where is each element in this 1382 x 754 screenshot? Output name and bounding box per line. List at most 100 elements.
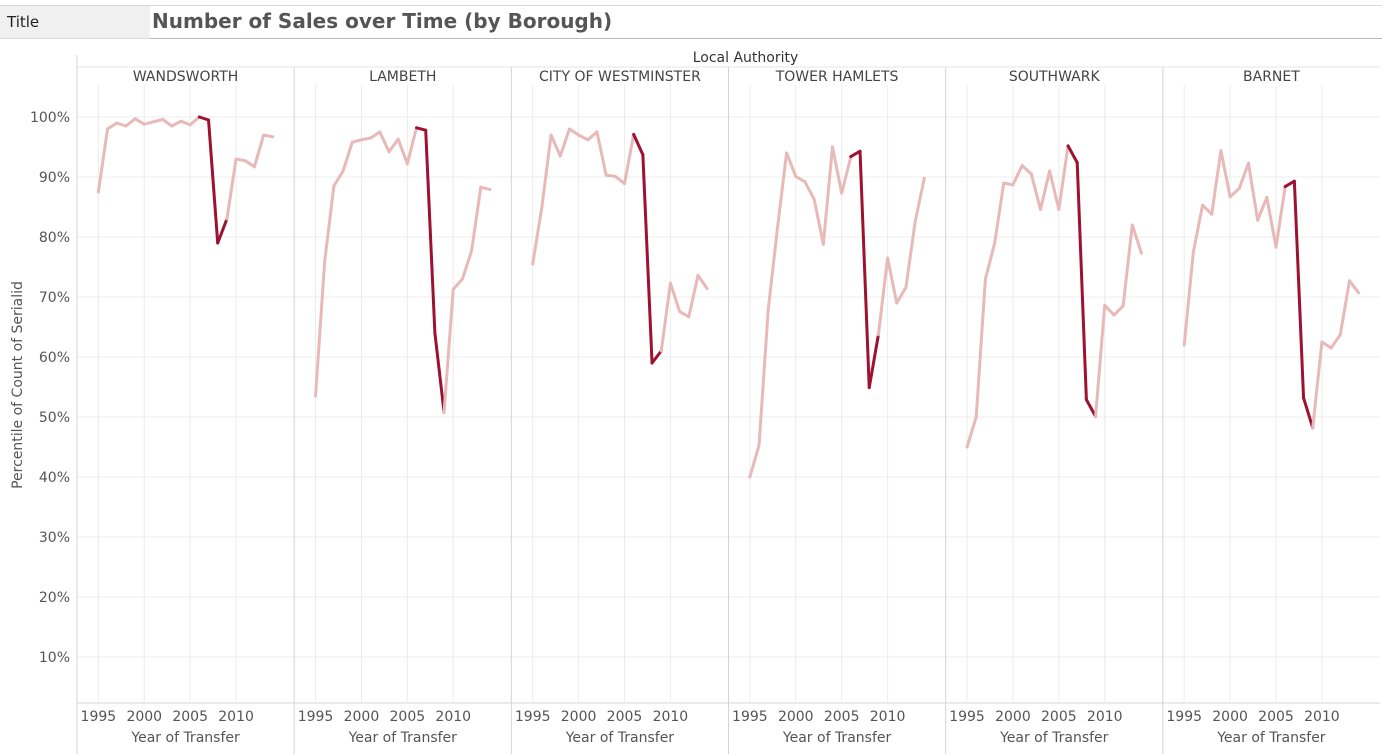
series-segment xyxy=(1002,181,1015,187)
x-tick-label: 2005 xyxy=(607,709,643,725)
title-bar: Title Number of Sales over Time (by Boro… xyxy=(0,0,1382,39)
series-segment xyxy=(1311,340,1324,430)
x-tick-label: 1995 xyxy=(732,709,768,725)
series-segment xyxy=(641,153,654,365)
x-axis-title: Year of Transfer xyxy=(1216,730,1326,746)
series-segment xyxy=(1265,195,1278,249)
series-segment xyxy=(678,309,691,319)
x-tick-label: 1995 xyxy=(298,709,334,725)
x-tick-label: 2005 xyxy=(1041,709,1077,725)
series-segment xyxy=(794,174,807,184)
series-segment xyxy=(341,140,354,173)
panel-header: TOWER HAMLETS xyxy=(775,69,899,85)
x-tick-label: 2000 xyxy=(126,709,162,725)
series-segment xyxy=(1274,185,1287,249)
series-segment xyxy=(1256,195,1269,222)
x-tick-label: 2010 xyxy=(218,709,254,725)
x-axis-title: Year of Transfer xyxy=(348,730,458,746)
series-segment xyxy=(1103,303,1116,317)
series-segment xyxy=(1219,149,1232,199)
series-segment xyxy=(151,117,165,124)
series-segment xyxy=(650,349,663,365)
series-segment xyxy=(225,157,238,221)
series-segment xyxy=(142,120,155,126)
series-segment xyxy=(216,217,229,245)
series-segment xyxy=(387,137,400,154)
series-segment xyxy=(577,133,590,142)
series-segment xyxy=(1347,279,1361,295)
series-segment xyxy=(531,205,544,266)
series-segment xyxy=(252,133,266,169)
panel-header: SOUTHWARK xyxy=(1009,69,1101,85)
series-segment xyxy=(623,132,636,186)
x-axis-title: Year of Transfer xyxy=(999,730,1109,746)
series-segment xyxy=(1302,396,1315,430)
series-segment xyxy=(1038,169,1052,211)
x-tick-label: 2005 xyxy=(390,709,426,725)
series-segment xyxy=(314,259,327,398)
series-segment xyxy=(1292,179,1306,400)
y-tick-label: 60% xyxy=(39,350,70,366)
series-segment xyxy=(913,176,926,224)
series-segment xyxy=(812,197,825,246)
y-tick-label: 20% xyxy=(39,590,70,606)
y-axis-title: Percentile of Count of Serialid xyxy=(10,281,26,489)
series-segment xyxy=(433,331,446,414)
series-segment xyxy=(613,174,627,186)
x-tick-label: 2010 xyxy=(435,709,471,725)
x-tick-label: 1995 xyxy=(949,709,985,725)
y-tick-label: 30% xyxy=(39,530,70,546)
series-segment xyxy=(1237,161,1250,190)
series-segment xyxy=(133,117,146,126)
y-tick-label: 50% xyxy=(39,410,70,426)
series-segment xyxy=(207,118,220,245)
series-segment xyxy=(479,185,492,192)
series-segment xyxy=(1320,340,1333,350)
series-segment xyxy=(234,157,247,163)
series-segment xyxy=(262,133,275,139)
series-segment xyxy=(886,256,899,305)
series-segment xyxy=(332,169,345,188)
x-tick-label: 2010 xyxy=(1304,709,1340,725)
series-segment xyxy=(1191,203,1205,254)
x-tick-label: 2000 xyxy=(344,709,380,725)
x-tick-label: 2005 xyxy=(172,709,208,725)
series-segment xyxy=(161,117,174,128)
series-segment xyxy=(876,256,890,337)
sheet-title-text: Number of Sales over Time (by Borough) xyxy=(152,9,613,33)
x-axis-title: Year of Transfer xyxy=(782,730,892,746)
series-segment xyxy=(451,277,464,291)
series-segment xyxy=(632,132,645,157)
series-segment xyxy=(1029,172,1042,211)
series-segment xyxy=(1246,161,1260,222)
series-segment xyxy=(106,121,119,131)
series-segment xyxy=(197,115,211,122)
series-segment xyxy=(965,415,978,449)
series-segment xyxy=(1182,250,1195,347)
series-segment xyxy=(830,145,844,195)
series-segment xyxy=(858,149,871,390)
series-segment xyxy=(1084,398,1098,418)
series-segment xyxy=(1283,179,1296,189)
series-segment xyxy=(415,126,428,132)
series-segment xyxy=(188,115,201,127)
series-segment xyxy=(595,130,608,177)
series-segment xyxy=(904,220,917,289)
panel-header: WANDSWORTH xyxy=(133,69,238,85)
series-segment xyxy=(696,273,709,291)
series-segment xyxy=(867,333,880,390)
sheet-title: Number of Sales over Time (by Borough) xyxy=(150,5,1382,39)
series-segment xyxy=(1048,169,1061,211)
series-segment xyxy=(396,137,409,166)
series-segment xyxy=(179,119,192,127)
series-segment xyxy=(1329,333,1342,350)
panel-header: LAMBETH xyxy=(369,69,436,85)
y-tick-label: 40% xyxy=(39,470,70,486)
y-tick-label: 90% xyxy=(39,170,70,186)
series-segment xyxy=(350,138,363,144)
series-segment xyxy=(470,185,483,253)
x-tick-label: 1995 xyxy=(1166,709,1202,725)
x-tick-label: 1995 xyxy=(81,709,117,725)
x-tick-label: 2010 xyxy=(653,709,689,725)
y-tick-label: 10% xyxy=(39,650,70,666)
